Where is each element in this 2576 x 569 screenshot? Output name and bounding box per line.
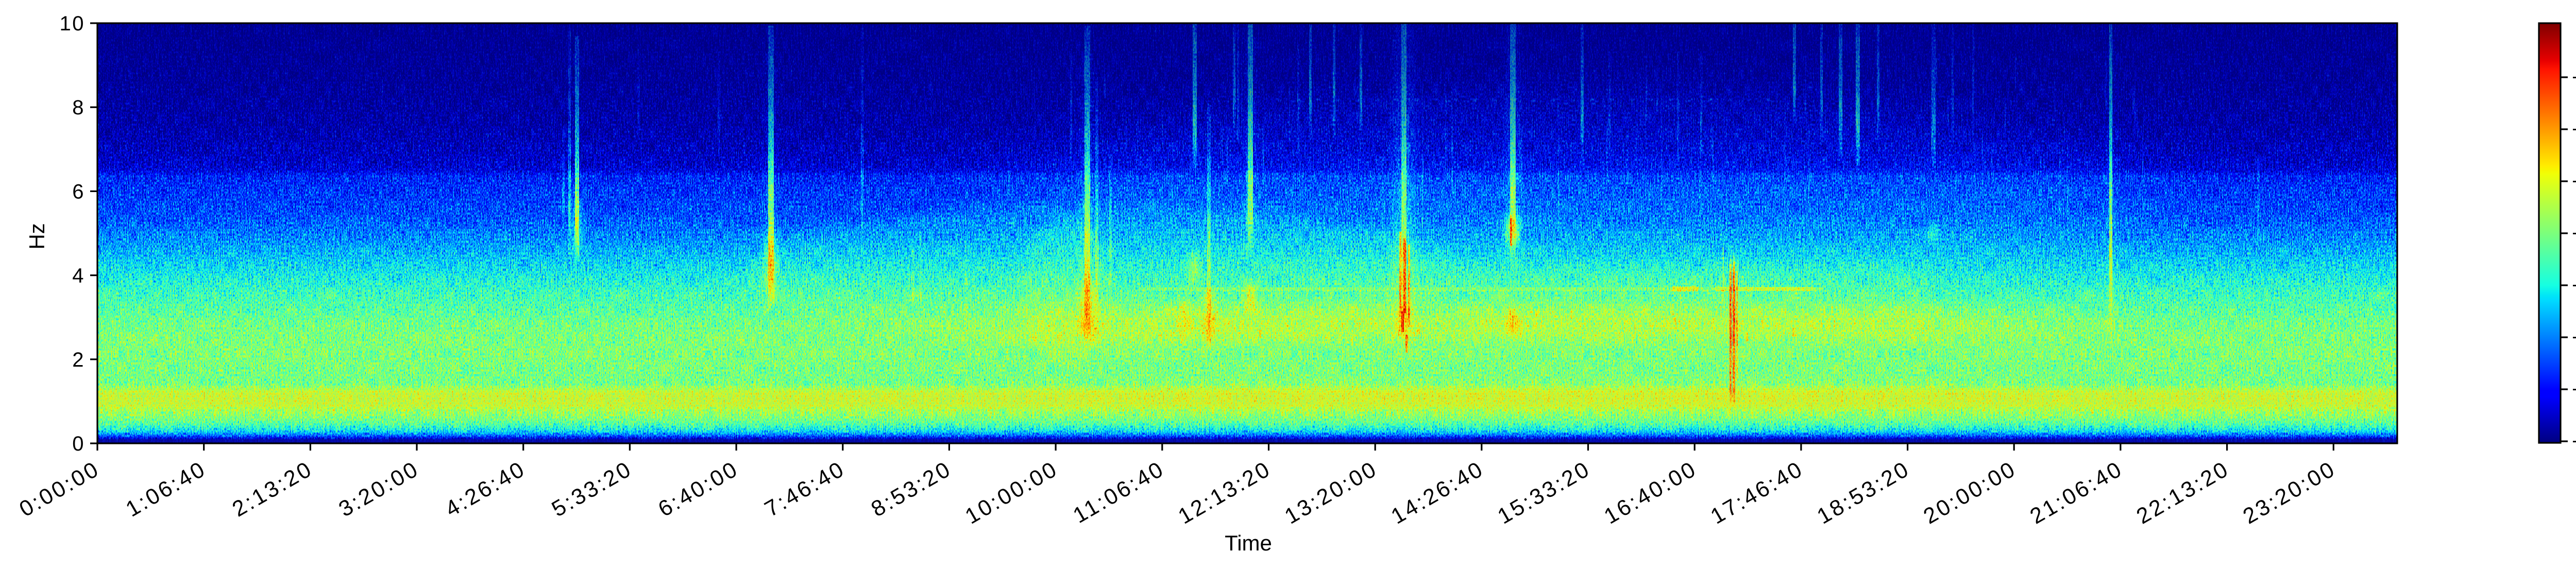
- svg-text:−50 dB: −50 dB: [2572, 274, 2576, 297]
- svg-text:−20 dB: −20 dB: [2572, 118, 2576, 141]
- svg-text:6: 6: [72, 180, 85, 203]
- svg-text:−60 dB: −60 dB: [2572, 326, 2576, 349]
- svg-text:−80 dB: −80 dB: [2572, 430, 2576, 453]
- svg-text:Hz: Hz: [25, 223, 49, 249]
- svg-text:−10 dB: −10 dB: [2572, 66, 2576, 89]
- svg-text:−40 dB: −40 dB: [2572, 222, 2576, 245]
- svg-text:2: 2: [72, 349, 85, 371]
- svg-text:4: 4: [72, 265, 85, 287]
- svg-text:Time: Time: [1225, 531, 1272, 555]
- svg-text:−30 dB: −30 dB: [2572, 170, 2576, 193]
- svg-text:−70 dB: −70 dB: [2572, 378, 2576, 401]
- svg-text:10: 10: [60, 12, 86, 35]
- svg-text:0: 0: [72, 433, 85, 455]
- svg-text:8: 8: [72, 96, 85, 119]
